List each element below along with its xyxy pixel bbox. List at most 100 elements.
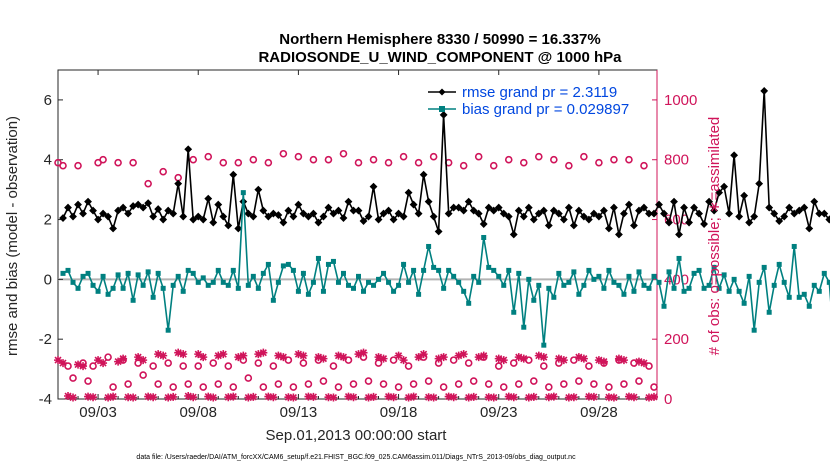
obs-possible-point	[484, 380, 493, 388]
obs-assimilated-point	[454, 351, 463, 360]
obs-possible-point	[159, 167, 167, 176]
obs-assimilated-point	[159, 351, 168, 360]
legend-label-bias: bias grand pr = 0.029897	[462, 101, 629, 118]
obs-possible-point	[59, 161, 67, 170]
bias-point	[601, 285, 607, 291]
bias-point	[70, 279, 76, 285]
bias-point	[416, 291, 422, 297]
obs-possible-point	[194, 362, 203, 370]
rmse-point	[104, 212, 112, 221]
obs-assimilated-point	[569, 393, 578, 402]
bias-point	[506, 267, 512, 273]
rmse-point	[760, 87, 769, 95]
y2-tick-label: 200	[664, 331, 689, 348]
obs-possible-point	[545, 383, 553, 391]
rmse-point	[424, 197, 433, 206]
rmse-point	[660, 209, 668, 218]
rmse-point	[790, 209, 799, 218]
rmse-point	[164, 206, 173, 215]
obs-possible-point	[224, 362, 233, 370]
bias-point	[320, 288, 326, 294]
obs-assimilated-point	[429, 393, 438, 402]
rmse-point	[635, 206, 643, 215]
plot-area: 09/03 09/08 09/13 09/18 09/23 09/28 -4 -2 0 2 4 6 0 2…	[39, 69, 830, 421]
bias-point	[170, 282, 176, 288]
rmse-point	[319, 212, 328, 221]
rmse-point	[359, 217, 368, 225]
obs-possible-point	[585, 362, 593, 370]
bias-point	[496, 273, 502, 279]
rmse-point	[149, 212, 158, 221]
obs-assimilated-point	[174, 348, 183, 357]
bias-point	[736, 288, 742, 294]
obs-assimilated-point	[329, 393, 338, 402]
bias-point	[726, 288, 732, 294]
obs-possible-point	[299, 359, 308, 367]
obs-possible-point	[489, 161, 498, 170]
obs-possible-point	[104, 353, 112, 361]
bias-point	[716, 285, 722, 291]
bias-point	[250, 273, 256, 279]
obs-possible-point	[650, 383, 658, 391]
rmse-point	[194, 212, 203, 221]
bias-point	[220, 279, 226, 285]
obs-assimilated-point	[134, 353, 143, 362]
obs-possible-point	[540, 362, 548, 370]
obs-possible-point	[580, 152, 588, 161]
rmse-point	[204, 194, 213, 203]
obs-assimilated-point	[434, 354, 443, 363]
obs-possible-point	[369, 155, 378, 164]
bias-point	[761, 264, 767, 270]
bias-point	[691, 270, 697, 276]
bias-point	[816, 288, 822, 294]
obs-possible-point	[289, 383, 298, 391]
obs-possible-point	[595, 158, 603, 167]
rmse-point	[474, 209, 483, 218]
obs-assimilated-point	[639, 359, 648, 368]
rmse-point	[284, 206, 293, 215]
obs-assimilated-point	[129, 393, 138, 402]
obs-possible-point	[414, 158, 423, 167]
rmse-point	[299, 209, 308, 218]
bias-point	[140, 282, 146, 288]
obs-assimilated-point	[59, 359, 68, 368]
rmse-point	[564, 203, 573, 212]
rmse-point	[640, 203, 648, 212]
obs-possible-point	[449, 356, 458, 364]
rmse-point	[479, 220, 488, 228]
rmse-point	[514, 206, 523, 215]
rmse-point	[539, 206, 548, 215]
x-axis-label: Sep.01,2013 00:00:00 start	[266, 427, 448, 444]
rmse-point	[454, 203, 463, 212]
rmse-point	[179, 212, 188, 221]
obs-possible-point	[214, 380, 223, 388]
obs-possible-point	[394, 383, 403, 391]
bias-point	[100, 273, 106, 279]
bias-point	[180, 288, 186, 294]
rmse-point	[574, 206, 583, 215]
obs-possible-point	[389, 356, 398, 364]
rmse-point	[344, 197, 353, 206]
obs-possible-point	[199, 383, 208, 391]
obs-possible-point	[404, 362, 413, 370]
obs-possible-point	[640, 161, 648, 170]
plot-frame	[57, 69, 658, 400]
obs-assimilated-point	[489, 393, 498, 402]
rmse-point	[810, 197, 819, 206]
obs-assimilated-point	[474, 353, 483, 362]
rmse-point	[414, 209, 423, 218]
bias-point	[686, 285, 692, 291]
bias-point	[471, 273, 477, 279]
rmse-point	[534, 209, 543, 218]
obs-possible-point	[109, 383, 117, 391]
bias-point	[756, 279, 762, 285]
bias-point	[746, 273, 752, 279]
obs-assimilated-point	[554, 354, 563, 363]
rmse-point	[309, 209, 318, 218]
bias-point	[706, 282, 712, 288]
rmse-point	[735, 212, 744, 221]
rmse-point	[124, 209, 133, 218]
rmse-point	[199, 215, 208, 224]
obs-possible-point	[519, 158, 528, 167]
